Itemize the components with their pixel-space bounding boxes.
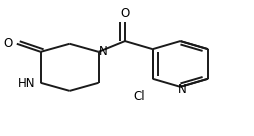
Text: O: O	[120, 7, 130, 20]
Text: O: O	[3, 37, 12, 50]
Text: HN: HN	[18, 77, 36, 90]
Text: Cl: Cl	[134, 90, 145, 103]
Text: N: N	[178, 83, 187, 96]
Text: N: N	[99, 45, 108, 58]
